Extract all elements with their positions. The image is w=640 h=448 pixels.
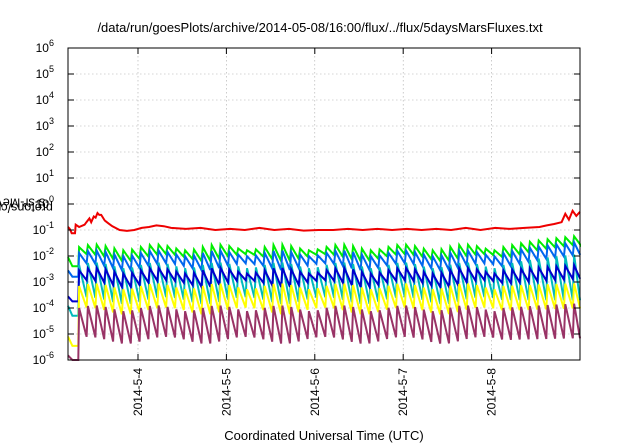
x-tick-label: 2014-5-6 <box>308 368 322 416</box>
chart-title: /data/run/goesPlots/archive/2014-05-08/1… <box>97 20 543 35</box>
series-line-6 <box>67 303 581 361</box>
y-axis-label-post: -s-sr-MeV <box>0 195 50 210</box>
x-tick-label: 2014-5-8 <box>485 368 499 416</box>
y-tick-label: 10-5 <box>33 324 54 341</box>
series-layer <box>67 208 581 361</box>
series-line-2 <box>67 238 581 278</box>
y-tick-label: 106 <box>36 38 54 55</box>
axes: 10-6 10-5 10-4 10-3 10-2 10-1 100 101 102 103 104 1… <box>33 38 581 416</box>
y-tick-label: 10-4 <box>33 298 54 315</box>
y-tick-label: 10-1 <box>33 220 54 237</box>
x-tick-label: 2014-5-4 <box>131 368 145 416</box>
y-tick-label: 101 <box>36 168 54 185</box>
y-tick-label: 103 <box>36 116 54 133</box>
y-tick-label: 10-3 <box>33 272 54 289</box>
series-line-0 <box>67 208 581 235</box>
y-tick-label: 102 <box>36 142 54 159</box>
y-tick-label: 100 <box>36 194 54 211</box>
series-line-4 <box>67 261 581 303</box>
y-tick-label: 10-2 <box>33 246 54 263</box>
x-tick-label: 2014-5-5 <box>219 368 233 416</box>
x-axis-label: Coordinated Universal Time (UTC) <box>224 428 424 443</box>
y-tick-label: 104 <box>36 90 54 107</box>
x-tick-label: 2014-5-7 <box>396 368 410 416</box>
y-tick-label: 105 <box>36 64 54 81</box>
series-line-5 <box>67 283 581 347</box>
y-tick-label: 10-6 <box>33 350 54 367</box>
